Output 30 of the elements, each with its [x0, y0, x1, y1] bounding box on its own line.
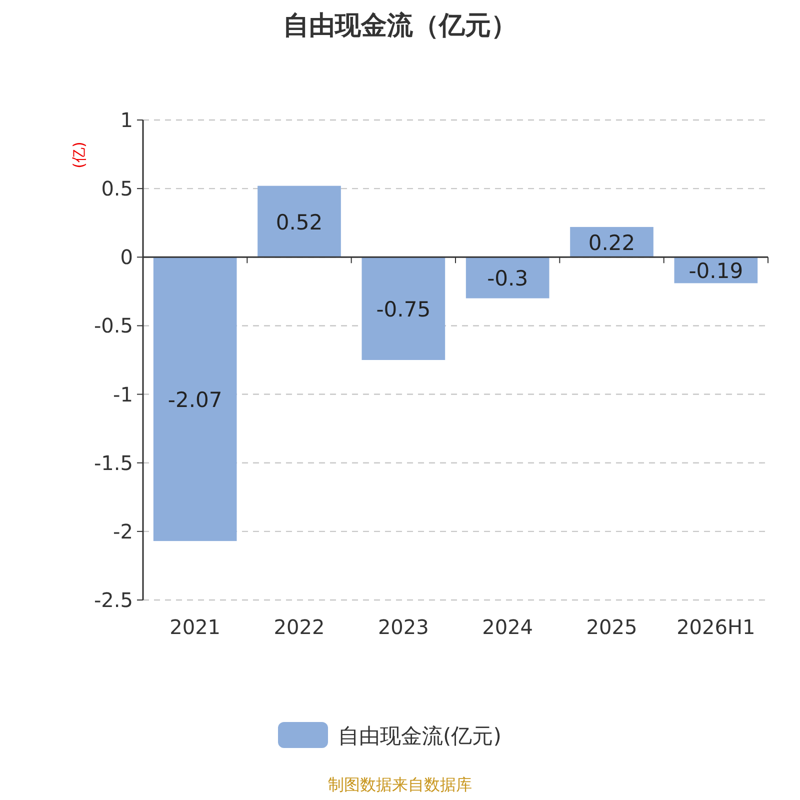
chart-title: 自由现金流（亿元）	[283, 11, 517, 41]
x-tick-label: 2025	[586, 615, 638, 639]
bar	[362, 257, 446, 360]
legend-label: 自由现金流(亿元)	[338, 724, 502, 748]
y-axis-title: (亿)	[70, 142, 88, 168]
y-tick-label: -0.5	[94, 314, 133, 338]
data-label: 0.52	[276, 210, 323, 234]
bar	[153, 257, 237, 542]
y-tick-label: -2.5	[94, 588, 133, 612]
自由现金流(亿元): -2.07 0.52 -0.75 -0.3 0.22 -0.19	[153, 186, 758, 542]
y-tick-label: 1	[120, 108, 133, 132]
text: 制图数据来自数据库	[328, 775, 472, 794]
bar	[258, 186, 341, 258]
legend: 自由现金流(亿元)	[278, 722, 502, 748]
y-tick-label: -1.5	[94, 450, 133, 475]
data-label: -0.3	[487, 266, 528, 291]
x-tick-label: 2021	[170, 615, 221, 639]
data-label: 0.22	[588, 231, 636, 256]
y-tick-label: 0.5	[101, 176, 133, 201]
x-tick-label: 2026H1	[676, 615, 756, 639]
bar	[466, 257, 550, 298]
y-tick-label: -2	[113, 519, 133, 544]
x-tick-label: 2023	[378, 615, 429, 639]
data-label: -0.75	[376, 298, 431, 322]
data-label: -2.07	[168, 388, 222, 412]
x-tick-label: 2022	[274, 615, 325, 639]
data-label: -0.19	[688, 259, 744, 284]
y-tick-label: 0	[120, 245, 133, 270]
x-tick-label: 2024	[482, 615, 534, 639]
y-tick-label: -1	[113, 382, 133, 406]
